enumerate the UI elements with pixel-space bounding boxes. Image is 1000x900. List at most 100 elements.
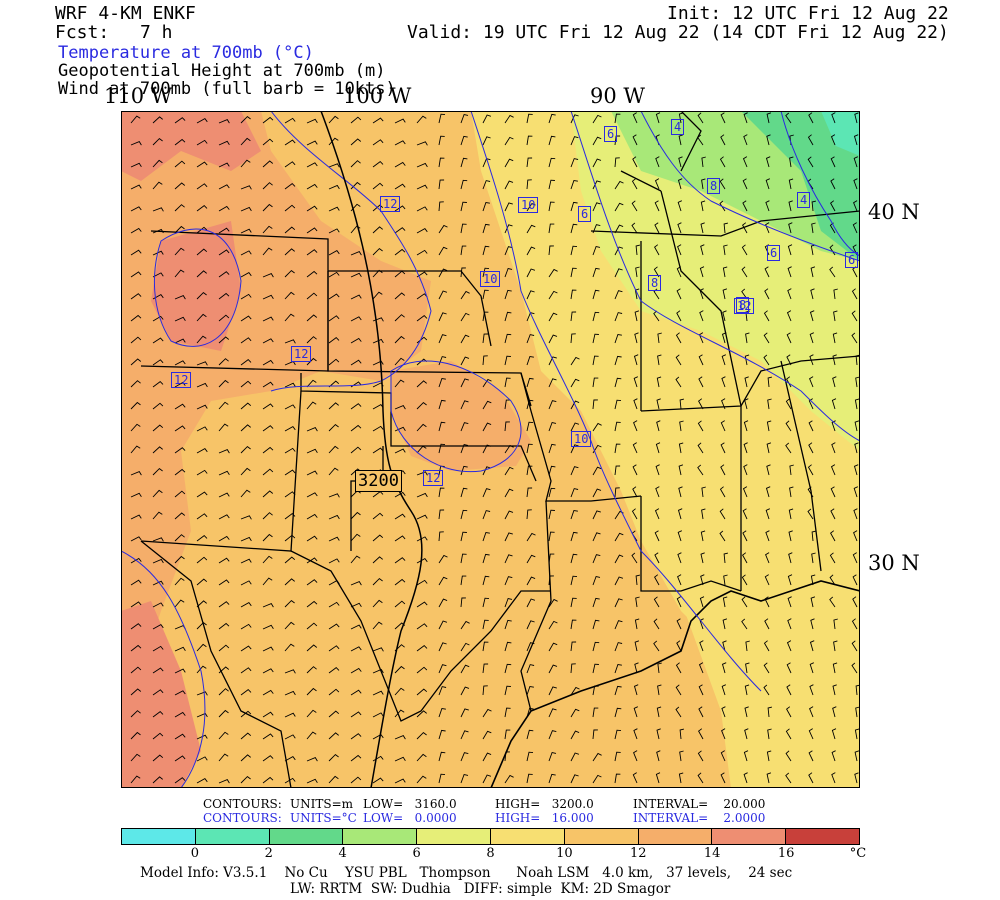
wind-barb [328, 688, 340, 696]
wind-barb [306, 401, 317, 410]
wind-barb [130, 731, 141, 740]
wind-barb [504, 355, 511, 366]
wind-barb [854, 750, 860, 762]
wind-barb [631, 178, 638, 190]
wind-barb [786, 640, 792, 652]
wind-barb [372, 338, 384, 344]
wind-barb [722, 288, 728, 300]
wind-barb [218, 227, 230, 234]
wind-barb [152, 272, 164, 278]
wind-barb [460, 157, 468, 168]
wind-barb [526, 334, 535, 344]
wind-barb [482, 752, 492, 762]
valid-time: Valid: 19 UTC Fri 12 Aug 22 (14 CDT Fri … [407, 22, 949, 43]
wind-barb [504, 158, 514, 168]
wind-barb [460, 730, 469, 740]
wind-barb [218, 140, 230, 146]
wind-barb [785, 442, 792, 454]
colorbar-tick-label: 10 [556, 846, 573, 861]
wind-barb [720, 134, 726, 146]
wind-barb [831, 750, 836, 762]
wind-barb [633, 354, 639, 366]
wind-barb [699, 266, 705, 278]
temperature-contour-label: 12 [171, 372, 192, 388]
wind-barb [592, 399, 598, 410]
wind-barb [614, 576, 624, 586]
colorbar-units: °C [849, 846, 867, 861]
wind-barb [306, 379, 317, 388]
wind-barb [810, 574, 816, 586]
wind-barb [570, 488, 579, 498]
temperature-contour-label: 4 [671, 119, 685, 135]
wind-barb [394, 491, 406, 498]
wind-barb [174, 403, 186, 410]
temp-fill-2-4 [741, 111, 860, 261]
wind-barb [284, 226, 296, 234]
wind-barb [548, 465, 556, 476]
wind-barb [196, 118, 208, 124]
wind-barb [548, 179, 555, 190]
wind-barb [697, 420, 704, 432]
wind-barb [614, 707, 622, 718]
wind-barb [548, 686, 557, 696]
wind-barb [416, 710, 427, 718]
colorbar-tick-label: 12 [630, 846, 647, 861]
wind-barb [526, 598, 536, 608]
wind-barb [592, 114, 602, 124]
wind-barb [438, 157, 445, 168]
wind-barb [722, 310, 727, 322]
wind-barb [460, 400, 469, 410]
wind-barb [460, 708, 469, 718]
wind-barb [763, 640, 770, 652]
temperature-colorbar [121, 828, 860, 845]
wind-barb [284, 404, 296, 410]
wind-barb [174, 668, 186, 674]
wind-barb [592, 355, 599, 366]
wind-barb [677, 552, 682, 564]
wind-barb [372, 578, 383, 586]
wind-barb [460, 223, 467, 234]
wind-barb [174, 338, 186, 344]
wind-barb [653, 266, 660, 278]
wind-barb [853, 156, 858, 168]
wind-barb [654, 552, 660, 564]
wind-barb [723, 244, 728, 256]
wind-barb [830, 508, 836, 520]
wind-barb [570, 444, 579, 454]
wind-barb [655, 486, 660, 498]
wind-barb [653, 596, 660, 608]
wind-barb [152, 624, 164, 630]
wind-barb [679, 728, 685, 740]
wind-barb [614, 487, 620, 498]
wind-barb [174, 468, 186, 476]
wind-barb [394, 314, 405, 322]
wind-barb [152, 402, 164, 410]
wind-barb [372, 226, 383, 234]
temperature-contour-label: 12 [423, 470, 444, 486]
wind-barb [633, 420, 638, 432]
wind-barb [262, 776, 274, 784]
wind-barb [196, 205, 208, 212]
wind-barb [548, 201, 555, 212]
wind-barb [152, 689, 164, 696]
wind-barb [306, 162, 318, 168]
wind-barb [526, 290, 535, 300]
wind-barb [765, 486, 771, 498]
wind-barb [722, 640, 727, 652]
wind-barb [196, 556, 208, 564]
wind-barb [174, 381, 186, 388]
colorbar-tick-label: 2 [264, 846, 273, 861]
wind-barb [765, 178, 770, 190]
wind-barb [416, 380, 427, 388]
wind-barb [262, 624, 274, 630]
height-contour-units: UNITS=m [290, 797, 354, 811]
wind-barb [504, 619, 512, 630]
wind-barb [328, 754, 339, 762]
wind-barb [548, 531, 555, 542]
wind-barb [240, 689, 252, 696]
wind-barb [767, 706, 773, 718]
temperature-contour-label: 12 [734, 298, 755, 314]
wind-barb [350, 711, 362, 718]
wind-barb [328, 315, 340, 322]
wind-barb [372, 621, 383, 630]
